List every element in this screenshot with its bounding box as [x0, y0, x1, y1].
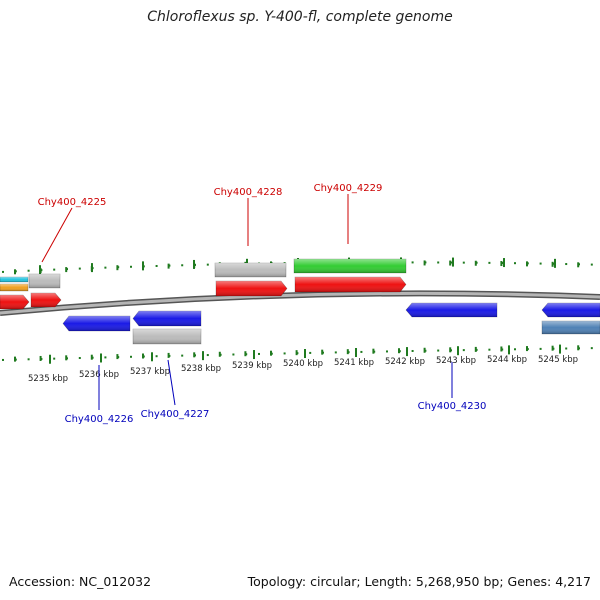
genome-backbone	[0, 290, 600, 316]
tick-dot	[462, 349, 465, 352]
gene-label-forward: Chy400_4229	[314, 183, 383, 194]
tick-dot	[78, 357, 81, 360]
gene-green-shading	[294, 259, 406, 273]
accession-label: Accession: NC_012032	[9, 574, 152, 589]
scale-label: 5241 kbp	[334, 358, 374, 368]
tick-dot	[488, 348, 491, 351]
scale-label: 5242 kbp	[385, 357, 425, 367]
tick-dot	[437, 261, 440, 264]
tick-dot	[565, 347, 568, 350]
gene-gray-shading	[29, 274, 60, 288]
gene-gray-shading	[133, 329, 201, 344]
tick-dot	[78, 267, 81, 270]
gene-features	[0, 258, 600, 345]
scale-label: 5240 kbp	[283, 359, 323, 369]
tick-dot	[27, 269, 30, 272]
gene-label-forward: Chy400_4228	[214, 187, 283, 198]
tick-dot	[514, 262, 516, 265]
topology-label: Topology: circular; Length: 5,268,950 bp…	[247, 574, 591, 589]
gene-red-shading	[31, 293, 61, 307]
gene-steel-shading	[542, 321, 600, 334]
gene-label-reverse: Chy400_4230	[418, 401, 487, 412]
tick-dot	[539, 262, 542, 265]
scale-label: 5239 kbp	[232, 361, 272, 371]
tick-dot	[2, 358, 4, 361]
tick-dot	[488, 261, 491, 264]
label-callout	[41, 207, 73, 263]
gene-red-shading	[0, 295, 29, 309]
tick-dot	[2, 270, 4, 273]
tick-dot	[309, 351, 312, 354]
gene-orange-shading	[0, 284, 28, 291]
tick-dot	[411, 349, 414, 352]
scale-label: 5244 kbp	[487, 355, 527, 365]
scale-labels: 5235 kbp 5236 kbp 5237 kbp 5238 kbp 5239 kbp…	[28, 355, 578, 384]
gene-label-reverse: Chy400_4226	[65, 414, 134, 425]
tick-dot	[334, 351, 337, 354]
tick-dot	[411, 261, 414, 264]
tick-dot	[462, 261, 465, 264]
gene-label-forward: Chy400_4225	[38, 197, 107, 208]
gene-cyan-shading	[0, 277, 28, 282]
map-title: Chloroflexus sp. Y-400-fl, complete geno…	[147, 9, 453, 25]
tick-dot	[283, 352, 286, 355]
label-callout	[167, 359, 176, 406]
tick-dot	[590, 347, 593, 350]
tick-dot	[360, 350, 363, 353]
tick-dot	[104, 356, 107, 359]
gene-label-reverse: Chy400_4227	[141, 409, 210, 420]
tick-dot	[53, 357, 56, 360]
gene-labels: Chy400_4225 Chy400_4228 Chy400_4229 Chy400_…	[38, 183, 487, 425]
tick-dot	[130, 355, 132, 358]
tick-dot	[104, 266, 107, 269]
tick-dot	[155, 264, 158, 267]
tick-dot	[514, 348, 516, 351]
tick-dot	[386, 350, 388, 353]
tick-dot	[258, 352, 260, 355]
scale-label: 5237 kbp	[130, 367, 170, 377]
tick-dot	[206, 263, 209, 266]
gene-red-shading	[216, 281, 287, 296]
scale-label: 5238 kbp	[181, 364, 221, 374]
gene-blue-shading	[133, 311, 201, 326]
tick-dot	[53, 268, 56, 271]
tick-dot	[437, 349, 440, 352]
gene-gray-shading	[215, 263, 286, 277]
gene-blue-shading	[63, 316, 130, 331]
scale-label: 5245 kbp	[538, 355, 578, 365]
tick-dot	[130, 265, 132, 268]
tick-dot	[590, 263, 593, 266]
tick-dot	[181, 354, 184, 357]
gene-blue-shading	[542, 303, 600, 317]
tick-dot	[232, 353, 235, 356]
gene-red-shading	[295, 277, 406, 292]
tick-dot	[565, 263, 568, 266]
tick-dot	[155, 355, 158, 358]
gene-blue-shading	[406, 303, 497, 317]
inner-tick-ring	[2, 344, 593, 364]
scale-label: 5243 kbp	[436, 356, 476, 366]
tick-dot	[181, 264, 184, 267]
tick-dot	[206, 354, 209, 357]
scale-label: 5235 kbp	[28, 374, 68, 384]
tick-dot	[27, 358, 30, 361]
tick-dot	[539, 347, 542, 350]
